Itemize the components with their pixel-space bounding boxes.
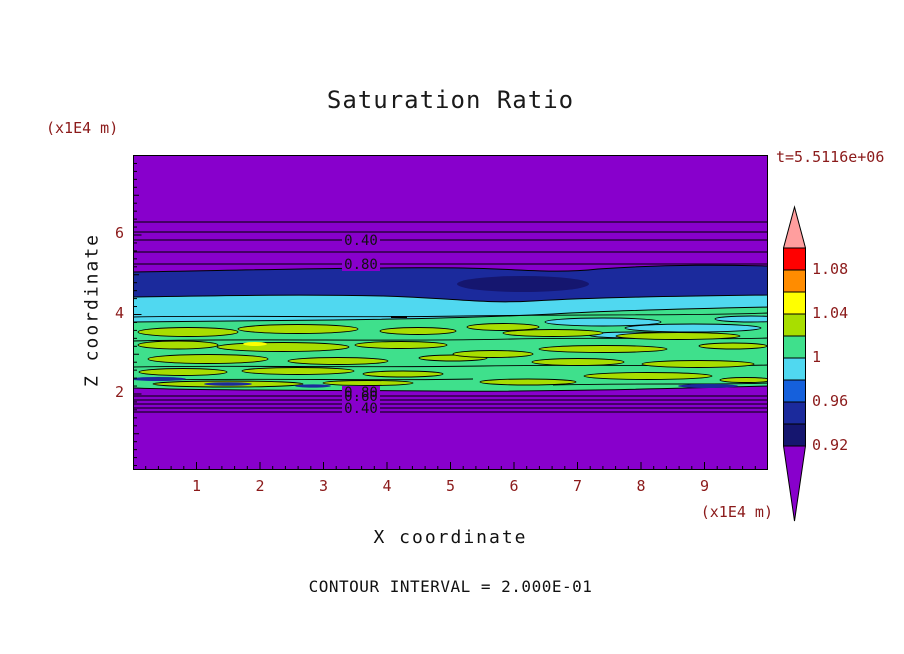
- plot-title: Saturation Ratio: [326, 86, 575, 114]
- x-tick-label: 7: [572, 477, 583, 495]
- contour-label-upper-080: 0.80: [344, 257, 378, 273]
- y-tick-label: 2: [114, 383, 124, 401]
- contour-plot: 0.40 0.80 0.80 0.60 0.40: [133, 155, 768, 470]
- contour-label-lower-040: 0.40: [344, 401, 378, 417]
- x-tick-label: 5: [445, 477, 456, 495]
- x-tick-label: 8: [636, 477, 646, 495]
- x-tick-label: 6: [509, 477, 519, 495]
- contour-labels: 0.40 0.80 0.80 0.60 0.40: [342, 233, 380, 417]
- colorbar-label: 0.92: [812, 436, 849, 454]
- colorbar-label: 1: [812, 348, 822, 366]
- colorbar: [783, 205, 806, 522]
- upper-contour-lines: [133, 221, 768, 265]
- x-tick-label: 1: [191, 477, 202, 495]
- x-tick-label: 2: [255, 477, 265, 495]
- x-tick-label: 3: [318, 477, 329, 495]
- x-tick-label: 4: [382, 477, 392, 495]
- colorbar-label: 0.96: [812, 392, 849, 410]
- contour-label-upper-040: 0.40: [344, 233, 378, 249]
- x-axis-title: X coordinate: [373, 527, 528, 548]
- dark-specks: [133, 377, 738, 388]
- contour-label-lower-080: 0.80: [344, 385, 378, 401]
- axis-ticks: [133, 162, 756, 470]
- x-axis-units: (x1E4 m): [700, 503, 773, 521]
- colorbar-label: 1.08: [812, 260, 849, 278]
- chartreuse-patches: [137, 323, 768, 388]
- x-tick-label: 9: [699, 477, 710, 495]
- time-annotation: t=5.5116e+06: [776, 148, 885, 166]
- contour-label-lower-060: 0.60: [344, 389, 378, 405]
- plot-frame: [133, 155, 768, 470]
- y-tick-label: 6: [114, 224, 124, 242]
- contour-interval-note: CONTOUR INTERVAL = 2.000E-01: [308, 577, 593, 596]
- y-axis-units: (x1E4 m): [46, 119, 119, 137]
- yellow-patch: [243, 342, 267, 346]
- colorbar-label: 1.04: [812, 304, 849, 322]
- lower-contour-lines: [133, 395, 768, 413]
- y-tick-label: 4: [114, 303, 124, 322]
- dark-blue-band: [133, 264, 768, 303]
